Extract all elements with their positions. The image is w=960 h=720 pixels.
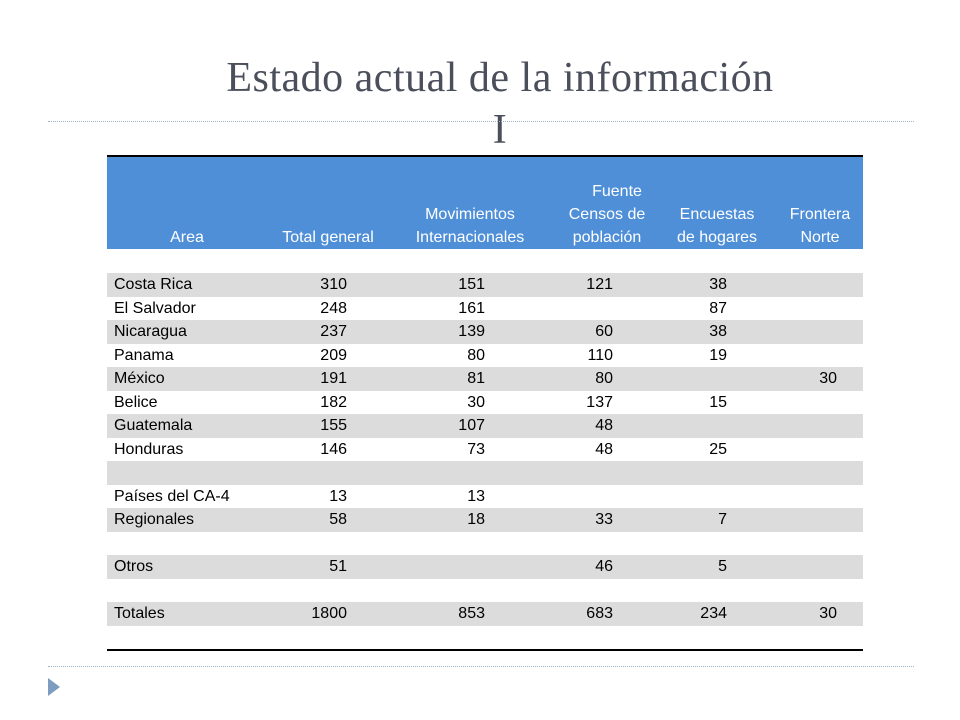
slide-title-line-2: I [492, 107, 508, 153]
header-censos-line-2: población [572, 229, 642, 246]
table-header: Area Total general Fuente Movimientos In… [107, 157, 863, 249]
bottom-dotted-divider [48, 666, 914, 667]
cell-total: 146 [320, 440, 347, 458]
table-row: Honduras 146 73 48 25 [107, 438, 863, 462]
cell-encuestas: 7 [718, 511, 727, 528]
cell-movimientos: 73 [467, 440, 485, 458]
slide-title: Estado actual de la información I [150, 52, 850, 156]
cell-movimientos: 13 [467, 487, 485, 505]
cell-area: Nicaragua [114, 323, 187, 340]
cell-area: Guatemala [114, 417, 193, 434]
table-row: Guatemala 155 107 48 [107, 414, 863, 438]
cell-total: 209 [320, 346, 347, 364]
cell-censos: 46 [595, 558, 613, 575]
cell-area: Regionales [114, 511, 195, 528]
cell-total: 237 [320, 323, 347, 340]
header-movimientos-line-1: Movimientos [425, 206, 515, 223]
top-dotted-divider [48, 121, 914, 122]
cell-area: El Salvador [114, 299, 196, 317]
table-row-totals: Totales 1800 853 683 234 30 [107, 602, 863, 626]
header-frontera-line-1: Frontera [789, 206, 851, 223]
cell-area: Costa Rica [114, 276, 193, 293]
cell-total: 182 [320, 393, 347, 411]
header-encuestas: Encuestas de hogares [662, 203, 772, 249]
cell-movimientos: 30 [467, 393, 485, 411]
table-row [107, 579, 863, 603]
cell-censos: 48 [595, 417, 613, 434]
cell-encuestas: 5 [718, 558, 727, 575]
cell-encuestas: 25 [709, 440, 727, 458]
cell-encuestas: 19 [709, 346, 727, 364]
cell-censos: 110 [587, 346, 613, 364]
cell-encuestas: 38 [709, 323, 727, 340]
cell-movimientos: 853 [458, 605, 485, 622]
cell-encuestas: 15 [709, 393, 727, 411]
cell-area: Otros [114, 558, 154, 575]
cell-censos: 48 [595, 440, 613, 458]
table-row: Belice 182 30 137 15 [107, 391, 863, 415]
table-row [107, 461, 863, 485]
header-fuente: Fuente [592, 183, 642, 200]
slide-title-line-1: Estado actual de la información [226, 55, 774, 101]
cell-total: 155 [320, 417, 347, 434]
cell-censos: 80 [595, 370, 613, 387]
cell-frontera: 30 [819, 605, 837, 622]
cell-movimientos: 18 [467, 511, 485, 528]
triangle-bullet-icon [48, 678, 60, 696]
cell-area: México [114, 370, 165, 387]
header-total: Total general [282, 229, 374, 246]
cell-movimientos: 161 [458, 299, 485, 317]
cell-total: 248 [320, 299, 347, 317]
cell-movimientos: 139 [458, 323, 485, 340]
table-row: Otros 51 46 5 [107, 555, 863, 579]
cell-censos: 683 [586, 605, 613, 622]
header-frontera-line-2: Norte [800, 229, 840, 246]
header-area: Area [170, 229, 204, 246]
table-row: Costa Rica 310 151 121 38 [107, 273, 863, 297]
cell-total: 310 [320, 276, 347, 293]
header-movimientos: Movimientos Internacionales [395, 203, 545, 249]
table-row: Nicaragua 237 139 60 38 [107, 320, 863, 344]
cell-area: Honduras [114, 440, 184, 458]
header-censos: Censos de población [547, 203, 667, 249]
cell-censos: 33 [595, 511, 613, 528]
cell-total: 51 [329, 558, 347, 575]
header-frontera: Frontera Norte [775, 203, 865, 249]
table-row [107, 532, 863, 556]
cell-area: Países del CA-4 [114, 487, 230, 505]
header-censos-line-1: Censos de [568, 206, 646, 223]
cell-movimientos: 151 [458, 276, 485, 293]
cell-frontera: 30 [819, 370, 837, 387]
cell-encuestas: 234 [700, 605, 727, 622]
table-top-border [107, 155, 863, 157]
cell-encuestas: 87 [709, 299, 727, 317]
cell-movimientos: 80 [467, 346, 485, 364]
header-encuestas-line-1: Encuestas [679, 206, 755, 223]
cell-censos: 137 [586, 393, 613, 411]
table-row: Países del CA-4 13 13 [107, 485, 863, 509]
cell-total: 1800 [311, 605, 347, 622]
cell-censos: 60 [595, 323, 613, 340]
data-table: Area Total general Fuente Movimientos In… [107, 155, 863, 651]
cell-total: 58 [329, 511, 347, 528]
header-spacer [107, 249, 863, 273]
table-row: El Salvador 248 161 87 [107, 297, 863, 321]
cell-area: Panama [114, 346, 174, 364]
table-row: México 191 81 80 30 [107, 367, 863, 391]
table-bottom-border [107, 648, 863, 651]
cell-movimientos: 81 [467, 370, 485, 387]
cell-movimientos: 107 [458, 417, 485, 434]
cell-area: Totales [114, 605, 165, 622]
cell-censos: 121 [586, 276, 613, 293]
cell-area: Belice [114, 393, 158, 411]
table-row: Panama 209 80 110 19 [107, 344, 863, 368]
cell-total: 191 [320, 370, 347, 387]
cell-total: 13 [329, 487, 347, 505]
header-encuestas-line-2: de hogares [676, 229, 758, 246]
table-row: Regionales 58 18 33 7 [107, 508, 863, 532]
cell-encuestas: 38 [709, 276, 727, 293]
header-movimientos-line-2: Internacionales [415, 229, 525, 246]
